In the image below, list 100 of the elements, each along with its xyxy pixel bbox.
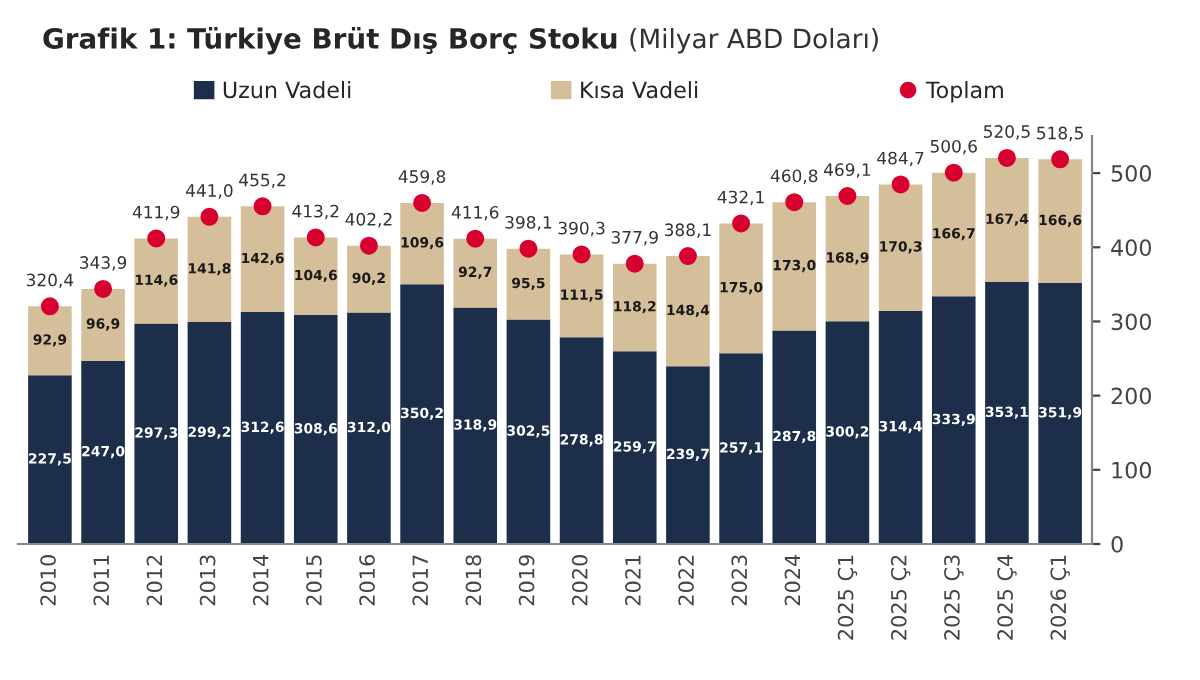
data-label: 402,2 [345,212,392,228]
bar [878,310,923,544]
bar [931,172,976,297]
point [466,229,485,248]
bar [931,296,976,544]
point [94,279,113,298]
x-tick-label: 2017 [412,555,429,606]
bar [293,315,338,544]
x-tick-label: 2024 [784,554,801,606]
bar [453,238,498,308]
data-label: 390,3 [558,221,605,237]
data-label: 320,4 [26,273,74,289]
data-label: 388,1 [664,223,711,238]
x-tick-label: 2010 [40,555,56,606]
point [1051,150,1070,169]
bar [825,321,870,544]
bar [506,248,551,320]
bar [612,351,657,544]
point [838,187,857,206]
point [572,245,591,264]
data-label: 441,0 [185,184,233,199]
y-tick-label: 300 [1111,313,1151,331]
bar [187,216,232,323]
point [306,228,325,247]
point [359,236,378,255]
x-tick-label: 2018 [465,555,482,606]
bar [559,254,604,338]
bar [347,245,391,313]
data-label: 377,9 [611,230,658,246]
x-tick-label: 2022 [678,555,694,606]
x-tick-label: 2015 [306,555,322,606]
point [944,163,963,182]
x-tick-label: 2013 [199,555,216,606]
bar [506,319,551,544]
bar [666,256,710,367]
bar [347,312,391,544]
x-tick-label: 2021 [625,555,641,606]
x-tick-label: 2023 [731,555,748,606]
x-tick-label: 2020 [571,555,588,606]
y-tick-label: 400 [1111,239,1151,257]
data-label: 343,9 [80,256,127,271]
bar [719,223,763,354]
chart-subtitle: (Milyar ABD Doları) [630,28,878,54]
data-label: 484,7 [877,151,924,167]
data-label: 520,5 [983,125,1030,140]
bar [985,282,1029,544]
bar [400,202,444,285]
bar [985,157,1029,283]
point [678,247,697,266]
data-label: 398,1 [505,215,552,231]
y-tick-label: 500 [1111,165,1151,182]
data-label: 411,9 [132,205,180,221]
bar [666,366,710,544]
y-tick-label: 100 [1112,461,1151,479]
point [253,197,272,216]
data-label: 432,1 [717,190,764,206]
data-label: 469,1 [824,163,871,178]
data-label: 459,8 [398,170,446,185]
bar [187,322,232,544]
data-label: 460,8 [770,169,818,184]
legend-label: Toplam [925,81,1003,103]
bar [1038,159,1082,283]
point [785,193,804,212]
bar [28,306,72,376]
bar [612,263,657,352]
data-label: 411,6 [451,205,499,221]
x-tick-label: 2025 Ç1 [837,555,858,640]
x-tick-label: 2012 [146,555,163,606]
legend-label: Kısa Vadeli [581,81,698,99]
point [519,239,538,258]
point [40,297,59,316]
bar [81,288,125,361]
point [413,193,432,212]
x-tick-label: 2025 Ç4 [997,554,1017,640]
bar [825,196,870,322]
bar [81,360,125,544]
data-label: 518,5 [1037,126,1083,142]
bar [878,184,923,311]
bar [400,284,444,544]
x-tick-label: 2011 [93,555,110,606]
legend-label: Uzun Vadeli [223,81,351,99]
point [200,207,219,226]
data-label: 500,6 [930,139,977,155]
bar [453,307,498,544]
bar [293,237,338,316]
x-tick-label: 2019 [518,555,535,606]
bar [240,206,285,313]
x-tick-label: 2014 [252,554,269,606]
bar [559,337,604,544]
bar [772,330,817,544]
y-tick-label: 200 [1111,387,1151,405]
point [147,229,166,248]
bar [28,375,72,544]
bar [134,323,179,544]
data-label: 413,2 [292,204,339,220]
data-label: 455,2 [239,173,286,189]
point [891,175,910,194]
x-tick-label: 2016 [359,555,375,606]
bar [772,202,817,331]
point [625,254,644,273]
